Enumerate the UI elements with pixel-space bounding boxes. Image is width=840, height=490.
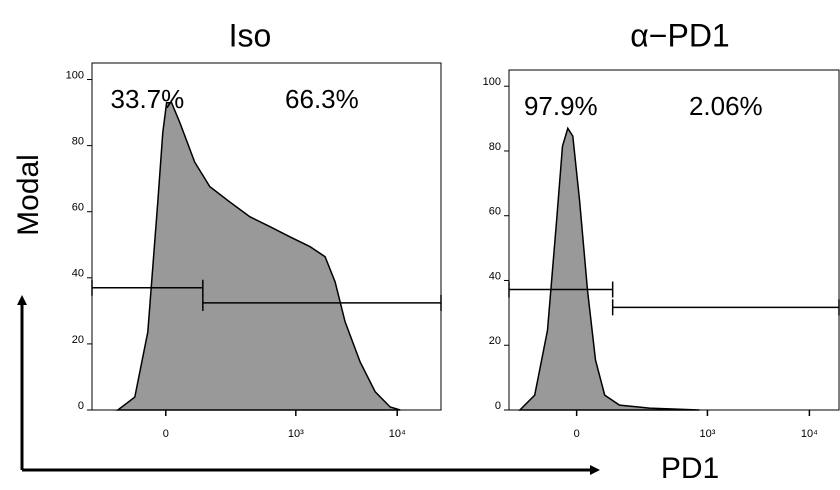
y-tick-label: 80 [72, 136, 84, 148]
gate-label: 33.7% [111, 84, 185, 114]
y-tick-label: 40 [489, 270, 501, 282]
y-tick-label: 60 [489, 206, 501, 218]
gate-label: 66.3% [285, 84, 359, 114]
panel-title: Iso [229, 17, 272, 53]
x-axis-label: PD1 [661, 452, 719, 485]
gate-label: 97.9% [524, 91, 598, 121]
x-tick-label: 0 [574, 428, 580, 440]
x-tick-label: 0 [163, 428, 169, 440]
y-tick-label: 100 [483, 76, 501, 88]
y-tick-label: 100 [66, 69, 84, 81]
histogram-area [115, 101, 401, 411]
panel-title: α−PD1 [630, 17, 729, 53]
y-tick-label: 80 [489, 141, 501, 153]
histogram-area [518, 126, 700, 411]
y-tick-label: 0 [78, 400, 84, 412]
y-axis-label: Modal [12, 154, 45, 236]
y-tick-label: 40 [72, 268, 84, 280]
gate-label: 2.06% [689, 91, 763, 121]
y-tick-label: 20 [489, 335, 501, 347]
y-tick-label: 0 [495, 400, 501, 412]
y-tick-label: 20 [72, 334, 84, 346]
x-tick-label: 10⁴ [389, 428, 406, 440]
y-tick-label: 60 [72, 202, 84, 214]
x-tick-label: 10³ [699, 428, 715, 440]
x-tick-label: 10⁴ [801, 428, 818, 440]
x-tick-label: 10³ [288, 428, 304, 440]
